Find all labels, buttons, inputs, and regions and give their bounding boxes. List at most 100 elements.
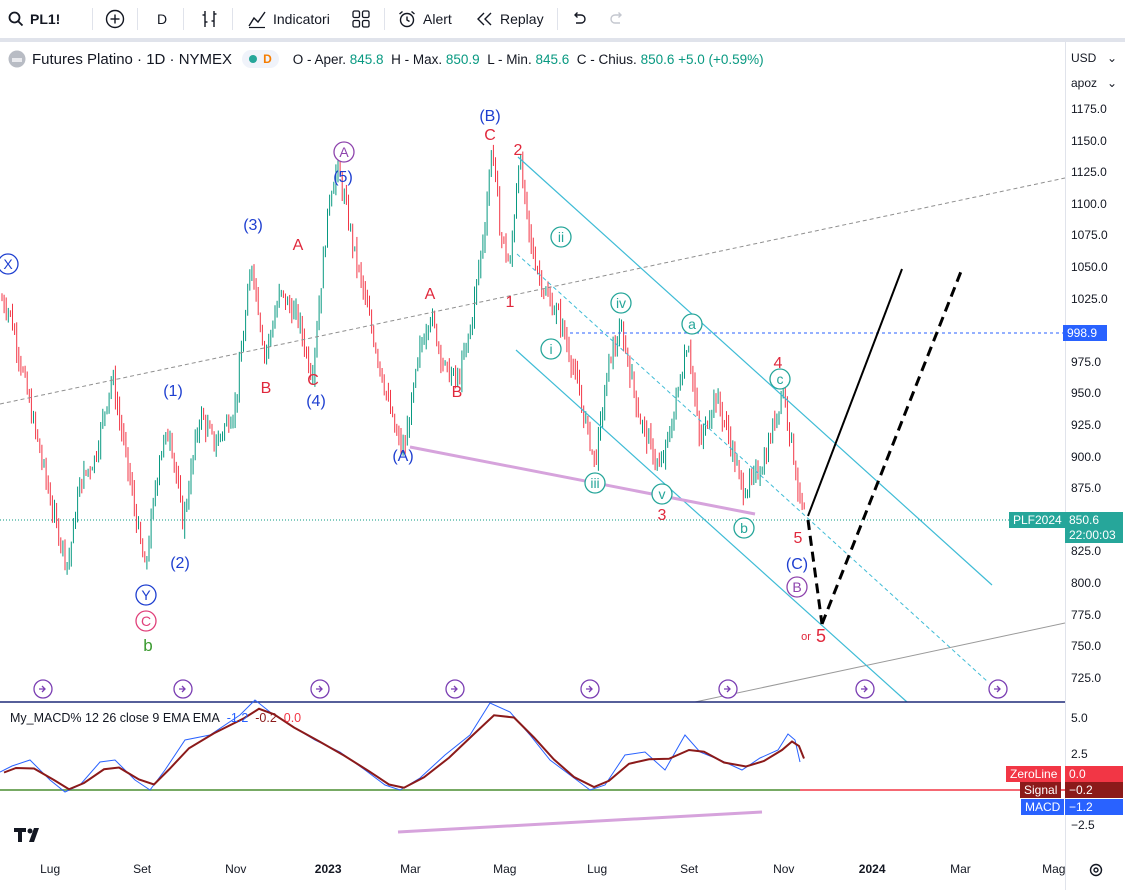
wave-B-circle: B [792,579,801,595]
price-tick-label: 875.0 [1071,481,1102,496]
low-value: 845.6 [535,51,570,67]
price-tick-label: 725.0 [1071,670,1102,685]
close-label: C - Chius. [576,51,637,67]
layouts-button[interactable] [352,8,370,30]
wave-A-circle-circle [333,141,355,163]
low-label: L - Min. [487,51,532,67]
undo-icon [574,12,586,24]
wave-iv-circle [610,292,632,314]
wave-iii: iii [590,475,599,491]
redo-button[interactable] [608,8,626,30]
divergence-line-price [409,445,756,516]
time-tick-label: Lug [587,862,608,876]
time-tick-label: 2024 [858,862,886,876]
gray-trendline [694,622,1065,703]
replay-label: Replay [500,11,544,27]
wave-a-circle [681,313,703,335]
zeroline-value-tag: 0.0 [1065,766,1123,782]
interval-button[interactable]: D [157,8,167,30]
time-tick-label: Set [680,862,699,876]
wave-v-circle [651,483,673,505]
macd-value-3: 0.0 [283,711,302,725]
alert-label: Alert [423,11,452,27]
open-value: 845.8 [349,51,384,67]
wave-red-B2: B [452,384,463,401]
price-tick-label: 1175.0 [1071,102,1107,116]
price-tick-label: 900.0 [1071,449,1102,464]
event-arrow-icon [586,685,593,693]
wave-C-red-circle [135,610,157,632]
wave-ii: ii [558,229,564,245]
wave-red-C1: C [307,372,319,389]
wave-red-A2: A [425,286,436,303]
dashed-trendline [0,177,1065,405]
level-price-tag: 998.9 [1063,325,1107,341]
replay-button[interactable]: Replay [476,8,544,30]
wave-Y-circle [135,584,157,606]
symbol-label: PL1! [30,11,61,27]
time-tick-label: Mag [1042,862,1066,876]
undo-button[interactable] [570,8,588,30]
redo-icon [610,12,622,24]
event-arrow-icon [39,685,46,693]
chart-type-button[interactable] [200,8,220,30]
wave-C-paren: (C) [786,556,808,573]
macd-value-1: -1.2 [226,711,249,725]
close-value: 850.6 [640,51,675,67]
signal-line [3,707,805,791]
signal-label-tag: Signal [1020,782,1062,798]
time-tick-label: Lug [40,862,61,876]
scale-mode-select[interactable]: apoz ⌄ [1067,73,1123,93]
compare-button[interactable] [105,8,125,30]
wave-X: X [3,256,13,272]
chart-legend: Futures Platino · 1D · NYMEX D O - Aper.… [8,49,764,69]
tradingview-logo-icon[interactable] [14,826,44,844]
macd-tick-label: −2.5 [1071,818,1095,832]
projection-solid-line [807,268,903,517]
price-tick-label: 975.0 [1071,354,1102,369]
macd-label-tag: MACD [1021,799,1065,815]
currency-select[interactable]: USD ⌄ [1067,48,1123,68]
price-tick-label: 825.0 [1071,544,1102,559]
signal-value-tag: −0.2 [1065,782,1123,798]
wave-A-paren: (A) [392,448,413,465]
event-arrow-icon [861,685,868,693]
wave-b-circle [733,517,755,539]
wave-red-2: 2 [514,142,523,159]
top-toolbar: PL1! D Indicatori Alert Replay [0,0,1125,42]
wave-4: (4) [306,393,326,410]
wave-v: v [659,486,666,502]
wave-1: (1) [163,383,183,400]
symbol-price-tag: PLF2024 [1009,512,1066,528]
high-value: 850.9 [445,51,480,67]
price-tick-label: 1025.0 [1071,291,1108,306]
price-axis[interactable] [1065,42,1125,890]
wave-b-green: b [143,636,152,655]
symbol-search-button[interactable]: PL1! [8,8,60,30]
wave-3: (3) [243,217,263,234]
wave-iii-circle [584,472,606,494]
time-tick-label: Nov [225,862,247,876]
wave-X-circle [0,253,19,275]
change-value: +5.0 (+0.59%) [678,51,764,67]
market-status-pill[interactable]: D [242,50,279,68]
indicators-icon [248,11,266,29]
event-arrow-icon [316,685,323,693]
wave-B-top: (B) [479,108,500,125]
search-icon [8,11,24,27]
indicators-button[interactable]: Indicatori [247,8,330,30]
alert-button[interactable]: Alert [397,8,452,30]
projection-dashed-2 [820,268,964,625]
wave-i: i [549,341,552,357]
settings-gear-icon[interactable] [1088,862,1104,878]
symbol-title: Futures Platino · 1D · NYMEX [32,50,233,68]
event-arrow-icon [451,685,458,693]
macd-indicator-name: My_MACD% 12 26 close 9 EMA EMA [10,711,220,725]
price-tick-label: 950.0 [1071,386,1102,401]
zeroline-label-tag: ZeroLine [1006,766,1062,782]
wave-iv: iv [616,295,626,311]
macd-legend[interactable]: My_MACD% 12 26 close 9 EMA EMA -1.2 -0.2… [10,711,301,725]
currency-label: USD [1071,51,1097,65]
grid-icon [352,10,370,28]
